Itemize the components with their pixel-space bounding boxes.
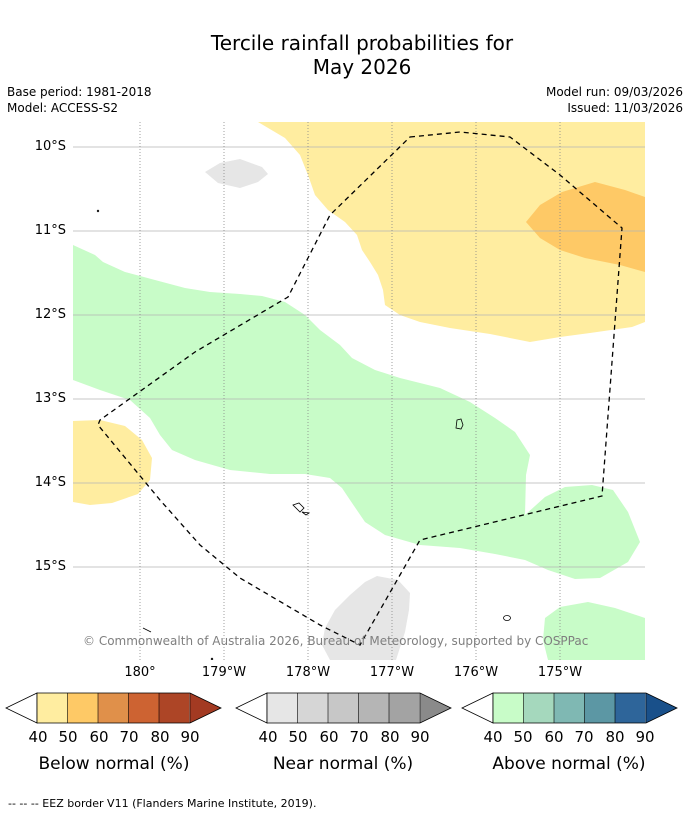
above-tick: 70 <box>574 728 594 746</box>
colorbar-near-swatch-50 <box>297 693 328 723</box>
colorbar-near-low-arrow <box>235 692 268 724</box>
base-period: Base period: 1981-2018 <box>7 85 152 99</box>
colorbar-above-swatch-60 <box>554 693 585 723</box>
near-tick: 50 <box>288 728 308 746</box>
colorbar-below-high-arrow <box>190 693 221 723</box>
near-tick: 80 <box>380 728 400 746</box>
lon-label: 175°W <box>537 665 583 680</box>
latitude-gridlines <box>73 146 645 568</box>
island-3 <box>301 511 311 516</box>
lon-label: 180° <box>124 665 156 680</box>
colorbar-above-swatch-70 <box>584 693 615 723</box>
below-normal-region-mid <box>526 182 645 272</box>
lon-label: 179°W <box>201 665 247 680</box>
near-normal-label: Near normal (%) <box>272 754 414 774</box>
colorbar-above-swatch-50 <box>523 693 554 723</box>
island-2 <box>292 502 305 513</box>
lon-label: 176°W <box>453 665 499 680</box>
island-1 <box>455 418 464 430</box>
above-tick: 60 <box>544 728 564 746</box>
island-4 <box>503 615 511 621</box>
near-tick: 60 <box>319 728 339 746</box>
colorbar-below-swatch-70 <box>128 693 159 723</box>
colorbar-above-low-arrow <box>461 692 494 724</box>
below-tick: 60 <box>89 728 109 746</box>
colorbar-below-swatch-50 <box>67 693 98 723</box>
below-normal-label: Below normal (%) <box>38 754 190 774</box>
above-tick: 40 <box>483 728 503 746</box>
lat-label: 10°S <box>34 139 66 154</box>
lat-label: 12°S <box>34 307 66 322</box>
map-title-line2: May 2026 <box>312 55 412 79</box>
legend-colorbars <box>5 692 678 724</box>
near-normal-region <box>205 159 268 188</box>
above-normal-region-south <box>543 602 645 660</box>
below-tick: 70 <box>119 728 139 746</box>
islands <box>96 209 511 660</box>
lon-label: 177°W <box>369 665 415 680</box>
lat-label: 13°S <box>34 391 66 406</box>
colorbar-above-swatch-40 <box>493 693 524 723</box>
near-tick: 40 <box>258 728 278 746</box>
eez-footnote: -- -- -- EEZ border V11 (Flanders Marine… <box>8 797 317 810</box>
above-tick: 80 <box>605 728 625 746</box>
island-5 <box>142 627 152 633</box>
colorbar-near-swatch-80 <box>389 693 420 723</box>
below-tick: 40 <box>28 728 48 746</box>
near-tick: 90 <box>410 728 430 746</box>
above-tick: 50 <box>513 728 533 746</box>
colorbar-near-swatch-70 <box>358 693 389 723</box>
island-7 <box>210 657 214 660</box>
copyright-notice: © Commonwealth of Australia 2026, Bureau… <box>83 634 589 648</box>
map-canvas <box>73 122 645 660</box>
below-normal-region-west <box>73 420 152 505</box>
colorbar-below-swatch-40 <box>37 693 68 723</box>
near-tick: 70 <box>349 728 369 746</box>
colorbar-below <box>5 692 222 724</box>
issued-date: Issued: 11/03/2026 <box>567 101 683 115</box>
lat-label: 14°S <box>34 475 66 490</box>
below-tick: 90 <box>180 728 200 746</box>
below-normal-region <box>258 122 645 342</box>
colorbar-near-swatch-60 <box>328 693 359 723</box>
lon-label: 178°W <box>285 665 331 680</box>
colorbar-near <box>235 692 452 724</box>
above-normal-region <box>73 245 640 579</box>
island-6 <box>96 209 100 213</box>
above-tick: 90 <box>635 728 655 746</box>
map-panel: © Commonwealth of Australia 2026, Bureau… <box>73 122 645 660</box>
colorbar-above-high-arrow <box>646 693 677 723</box>
colorbar-below-low-arrow <box>5 692 38 724</box>
above-normal-label: Above normal (%) <box>492 754 646 774</box>
colorbar-near-high-arrow <box>420 693 451 723</box>
lat-label: 11°S <box>34 223 66 238</box>
below-tick: 80 <box>150 728 170 746</box>
model-name: Model: ACCESS-S2 <box>7 101 119 115</box>
eez-border <box>97 131 623 646</box>
colorbar-below-swatch-60 <box>98 693 129 723</box>
model-run: Model run: 09/03/2026 <box>545 85 683 99</box>
map-title-line1: Tercile rainfall probabilities for <box>210 31 514 55</box>
lat-label: 15°S <box>34 559 66 574</box>
colorbar-above <box>461 692 678 724</box>
below-tick: 50 <box>58 728 78 746</box>
colorbar-near-swatch-40 <box>267 693 298 723</box>
colorbar-below-swatch-80 <box>159 693 190 723</box>
colorbar-above-swatch-80 <box>615 693 646 723</box>
